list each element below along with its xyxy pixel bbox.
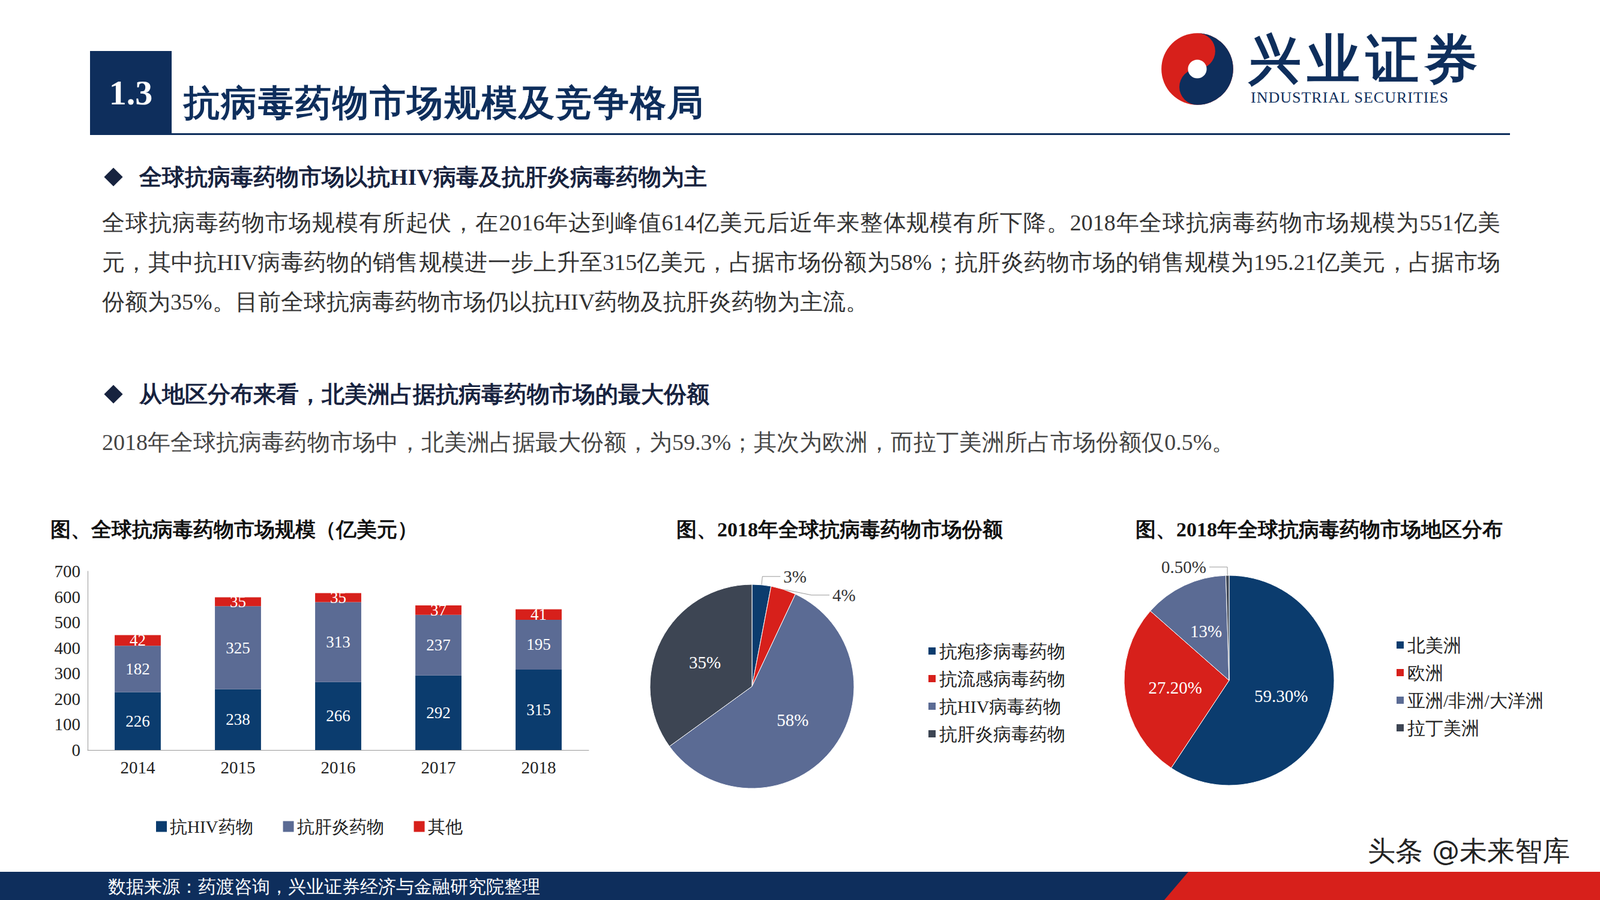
- svg-text:226: 226: [125, 712, 151, 731]
- svg-text:400: 400: [54, 638, 82, 658]
- svg-text:2018: 2018: [521, 757, 557, 778]
- svg-text:其他: 其他: [427, 817, 463, 837]
- svg-text:13%: 13%: [1190, 621, 1222, 641]
- svg-text:图、全球抗病毒药物市场规模（亿美元）: 图、全球抗病毒药物市场规模（亿美元）: [50, 518, 418, 541]
- svg-text:抗HIV药物: 抗HIV药物: [169, 817, 254, 837]
- svg-text:266: 266: [325, 706, 351, 725]
- svg-text:拉丁美洲: 拉丁美洲: [1407, 718, 1480, 739]
- svg-text:37: 37: [430, 601, 447, 620]
- svg-text:北美洲: 北美洲: [1407, 635, 1462, 656]
- svg-text:抗肝炎病毒药物: 抗肝炎病毒药物: [939, 724, 1066, 745]
- svg-text:2014: 2014: [120, 757, 157, 778]
- svg-text:315: 315: [526, 700, 551, 719]
- svg-text:2016: 2016: [321, 757, 356, 778]
- html-text:头条 @未来智库: 头条 @未来智库: [1367, 834, 1570, 868]
- html-text:从地区分布来看，北美洲占据抗病毒药物市场的最大份额: 从地区分布来看，北美洲占据抗病毒药物市场的最大份额: [139, 381, 710, 407]
- html-text:1.3: 1.3: [109, 73, 153, 113]
- html-text:兴业证券: 兴业证券: [1248, 30, 1484, 89]
- svg-text:58%: 58%: [776, 710, 809, 730]
- svg-text:35: 35: [330, 588, 347, 607]
- svg-text:0.50%: 0.50%: [1161, 557, 1207, 577]
- svg-text:100: 100: [54, 714, 82, 734]
- svg-text:200: 200: [54, 689, 82, 709]
- svg-text:0: 0: [72, 740, 82, 760]
- svg-text:313: 313: [325, 633, 351, 652]
- svg-text:27.20%: 27.20%: [1148, 678, 1203, 698]
- svg-text:图、2018年全球抗病毒药物市场地区分布: 图、2018年全球抗病毒药物市场地区分布: [1135, 518, 1503, 541]
- svg-text:700: 700: [54, 561, 82, 581]
- svg-text:500: 500: [54, 612, 82, 632]
- svg-text:抗疱疹病毒药物: 抗疱疹病毒药物: [939, 641, 1066, 662]
- html-text:抗病毒药物市场规模及竞争格局: 抗病毒药物市场规模及竞争格局: [183, 83, 705, 124]
- svg-text:325: 325: [225, 639, 251, 658]
- svg-text:237: 237: [426, 636, 451, 655]
- html-text:INDUSTRIAL SECURITIES: INDUSTRIAL SECURITIES: [1250, 88, 1449, 107]
- svg-text:3%: 3%: [783, 567, 807, 587]
- svg-text:4%: 4%: [832, 585, 856, 605]
- svg-text:238: 238: [225, 710, 251, 729]
- svg-text:42: 42: [129, 631, 146, 650]
- svg-text:2017: 2017: [421, 757, 457, 778]
- svg-text:41: 41: [530, 605, 547, 624]
- svg-text:292: 292: [426, 703, 451, 722]
- svg-text:182: 182: [125, 660, 151, 679]
- svg-text:抗肝炎药物: 抗肝炎药物: [297, 817, 385, 837]
- html-text:数据来源：药渡咨询，兴业证券经济与金融研究院整理: 数据来源：药渡咨询，兴业证券经济与金融研究院整理: [108, 876, 541, 897]
- html-text:2018年全球抗病毒药物市场中，北美洲占据最大份额，为59.: 2018年全球抗病毒药物市场中，北美洲占据最大份额，为59.3%；其次为欧洲，而…: [102, 429, 1235, 455]
- svg-text:35%: 35%: [688, 652, 721, 673]
- svg-text:抗HIV病毒药物: 抗HIV病毒药物: [939, 696, 1062, 717]
- svg-text:195: 195: [526, 635, 551, 654]
- svg-text:2015: 2015: [220, 757, 256, 778]
- svg-text:59.30%: 59.30%: [1254, 686, 1308, 706]
- html-text:全球抗病毒药物市场规模有所起伏，在2016年达到峰值614亿: 全球抗病毒药物市场规模有所起伏，在2016年达到峰值614亿美元后近年来整体规模…: [102, 210, 1501, 315]
- svg-text:抗流感病毒药物: 抗流感病毒药物: [939, 669, 1066, 689]
- svg-text:亚洲/非洲/大洋洲: 亚洲/非洲/大洋洲: [1407, 690, 1544, 711]
- html-text:全球抗病毒药物市场以抗HIV病毒及抗肝炎病毒药物为主: 全球抗病毒药物市场以抗HIV病毒及抗肝炎病毒药物为主: [139, 164, 707, 190]
- svg-text:600: 600: [54, 587, 82, 607]
- svg-text:35: 35: [229, 592, 247, 611]
- svg-text:欧洲: 欧洲: [1407, 663, 1444, 683]
- svg-text:图、2018年全球抗病毒药物市场份额: 图、2018年全球抗病毒药物市场份额: [676, 518, 1003, 541]
- svg-text:300: 300: [54, 663, 82, 683]
